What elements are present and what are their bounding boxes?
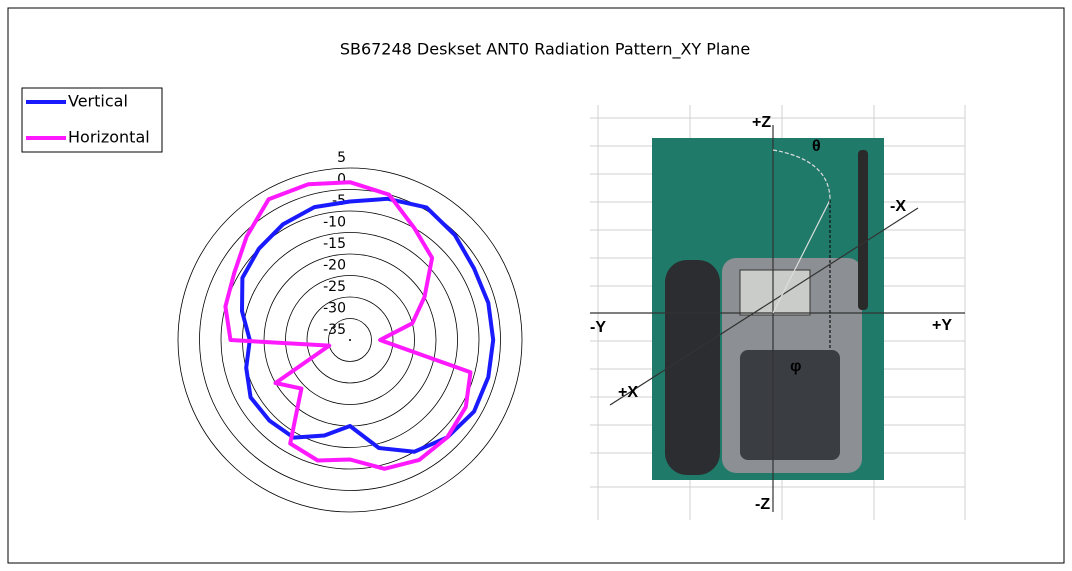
legend: Vertical Horizontal	[22, 88, 162, 152]
axis-label: +Y	[932, 317, 952, 334]
axis-label: -Z	[755, 496, 770, 513]
r-tick-label: -20	[323, 258, 346, 274]
axis-label: θ	[812, 138, 821, 155]
phone-antenna	[858, 150, 868, 310]
legend-label: Vertical	[68, 92, 128, 111]
r-tick-label: -10	[323, 215, 346, 231]
r-tick-label: -15	[323, 236, 346, 252]
r-tick-label: 5	[337, 150, 346, 166]
axis-label: -X	[890, 198, 906, 215]
axis-label: +Z	[752, 114, 771, 131]
axis-label: φ	[790, 358, 801, 375]
r-tick-label: -30	[323, 301, 346, 317]
ring	[349, 339, 351, 341]
chart-title: SB67248 Deskset ANT0 Radiation Pattern_X…	[340, 40, 750, 60]
chart: SB67248 Deskset ANT0 Radiation Pattern_X…	[0, 0, 1072, 571]
axis-label: +X	[618, 384, 638, 401]
r-tick-label: -25	[323, 279, 346, 295]
legend-label: Horizontal	[68, 128, 150, 147]
phone-handset	[665, 260, 720, 475]
r-tick-label: -35	[323, 322, 346, 338]
r-tick-label: 0	[337, 172, 346, 188]
axis-label: -Y	[590, 319, 606, 336]
